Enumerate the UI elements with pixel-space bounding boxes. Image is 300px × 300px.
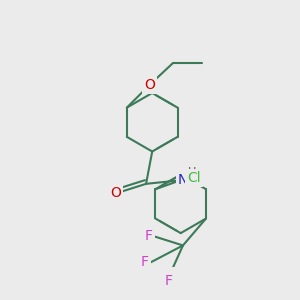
Text: F: F [165, 274, 173, 288]
Text: Cl: Cl [187, 171, 201, 185]
Text: F: F [145, 229, 153, 243]
Text: H: H [188, 167, 196, 177]
Text: F: F [140, 255, 148, 269]
Text: O: O [145, 77, 155, 92]
Text: N: N [178, 173, 188, 187]
Text: O: O [110, 186, 121, 200]
